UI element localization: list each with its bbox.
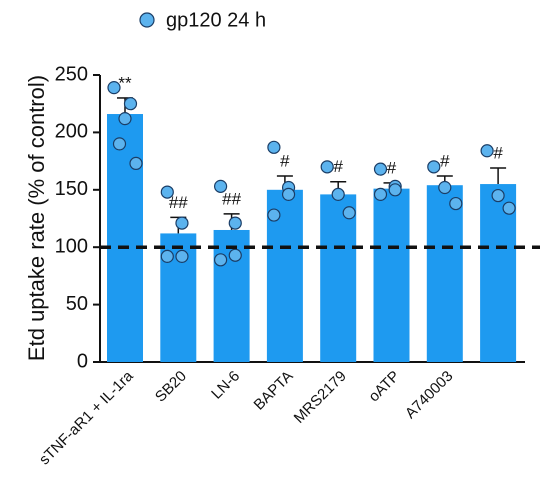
y-tick-label: 100 <box>55 235 88 257</box>
data-point <box>228 216 242 230</box>
data-point <box>107 81 121 95</box>
data-point <box>373 187 388 201</box>
annotation: ## <box>169 193 188 212</box>
data-point <box>502 201 516 215</box>
x-tick-label: LN-6 <box>208 368 243 403</box>
data-point <box>123 97 138 111</box>
y-tick-label: 250 <box>55 63 88 85</box>
annotation: ## <box>222 189 241 208</box>
data-point <box>214 253 228 267</box>
data-point <box>480 144 494 158</box>
data-point <box>228 248 242 262</box>
annotation: # <box>280 152 290 171</box>
annotation: ** <box>118 73 132 92</box>
bar <box>320 194 357 362</box>
data-point <box>388 183 402 197</box>
data-point <box>175 216 189 230</box>
data-point <box>129 156 143 170</box>
data-point <box>112 137 127 151</box>
x-tick-label: BAPTA <box>251 368 297 414</box>
data-point <box>118 112 132 126</box>
bar <box>107 114 143 362</box>
legend-label: gp120 24 h <box>166 9 266 31</box>
data-point <box>281 187 296 201</box>
bar <box>426 185 463 362</box>
data-point <box>331 187 345 201</box>
y-tick-label: 150 <box>55 178 88 200</box>
annotation: # <box>493 143 503 162</box>
data-point <box>449 196 463 211</box>
x-tick-label: sTNF-aR1 + IL-1ra <box>36 367 137 468</box>
data-point <box>320 160 334 174</box>
x-tick-label: oATP <box>365 368 403 406</box>
data-point <box>214 179 228 193</box>
y-tick-label: 0 <box>77 350 88 372</box>
data-point <box>160 249 174 263</box>
data-point <box>427 160 441 174</box>
data-point <box>267 208 281 222</box>
x-tick-label: SB20 <box>152 368 190 406</box>
x-tick-label: A740003 <box>402 368 456 422</box>
y-tick-label: 50 <box>66 293 88 315</box>
data-point <box>438 180 452 195</box>
annotation: # <box>333 157 343 176</box>
data-point <box>491 188 505 203</box>
y-tick-label: 200 <box>55 121 88 143</box>
bar <box>373 188 410 362</box>
x-tick-label: MRS2179 <box>291 368 350 427</box>
annotation: # <box>387 158 397 177</box>
data-point <box>373 162 388 176</box>
data-point <box>342 206 356 220</box>
y-axis-label: Etd uptake rate (% of control) <box>24 75 49 361</box>
data-point <box>160 185 174 199</box>
data-point <box>175 249 189 263</box>
legend-marker <box>139 12 155 28</box>
annotation: # <box>440 152 450 171</box>
data-point <box>267 140 281 154</box>
